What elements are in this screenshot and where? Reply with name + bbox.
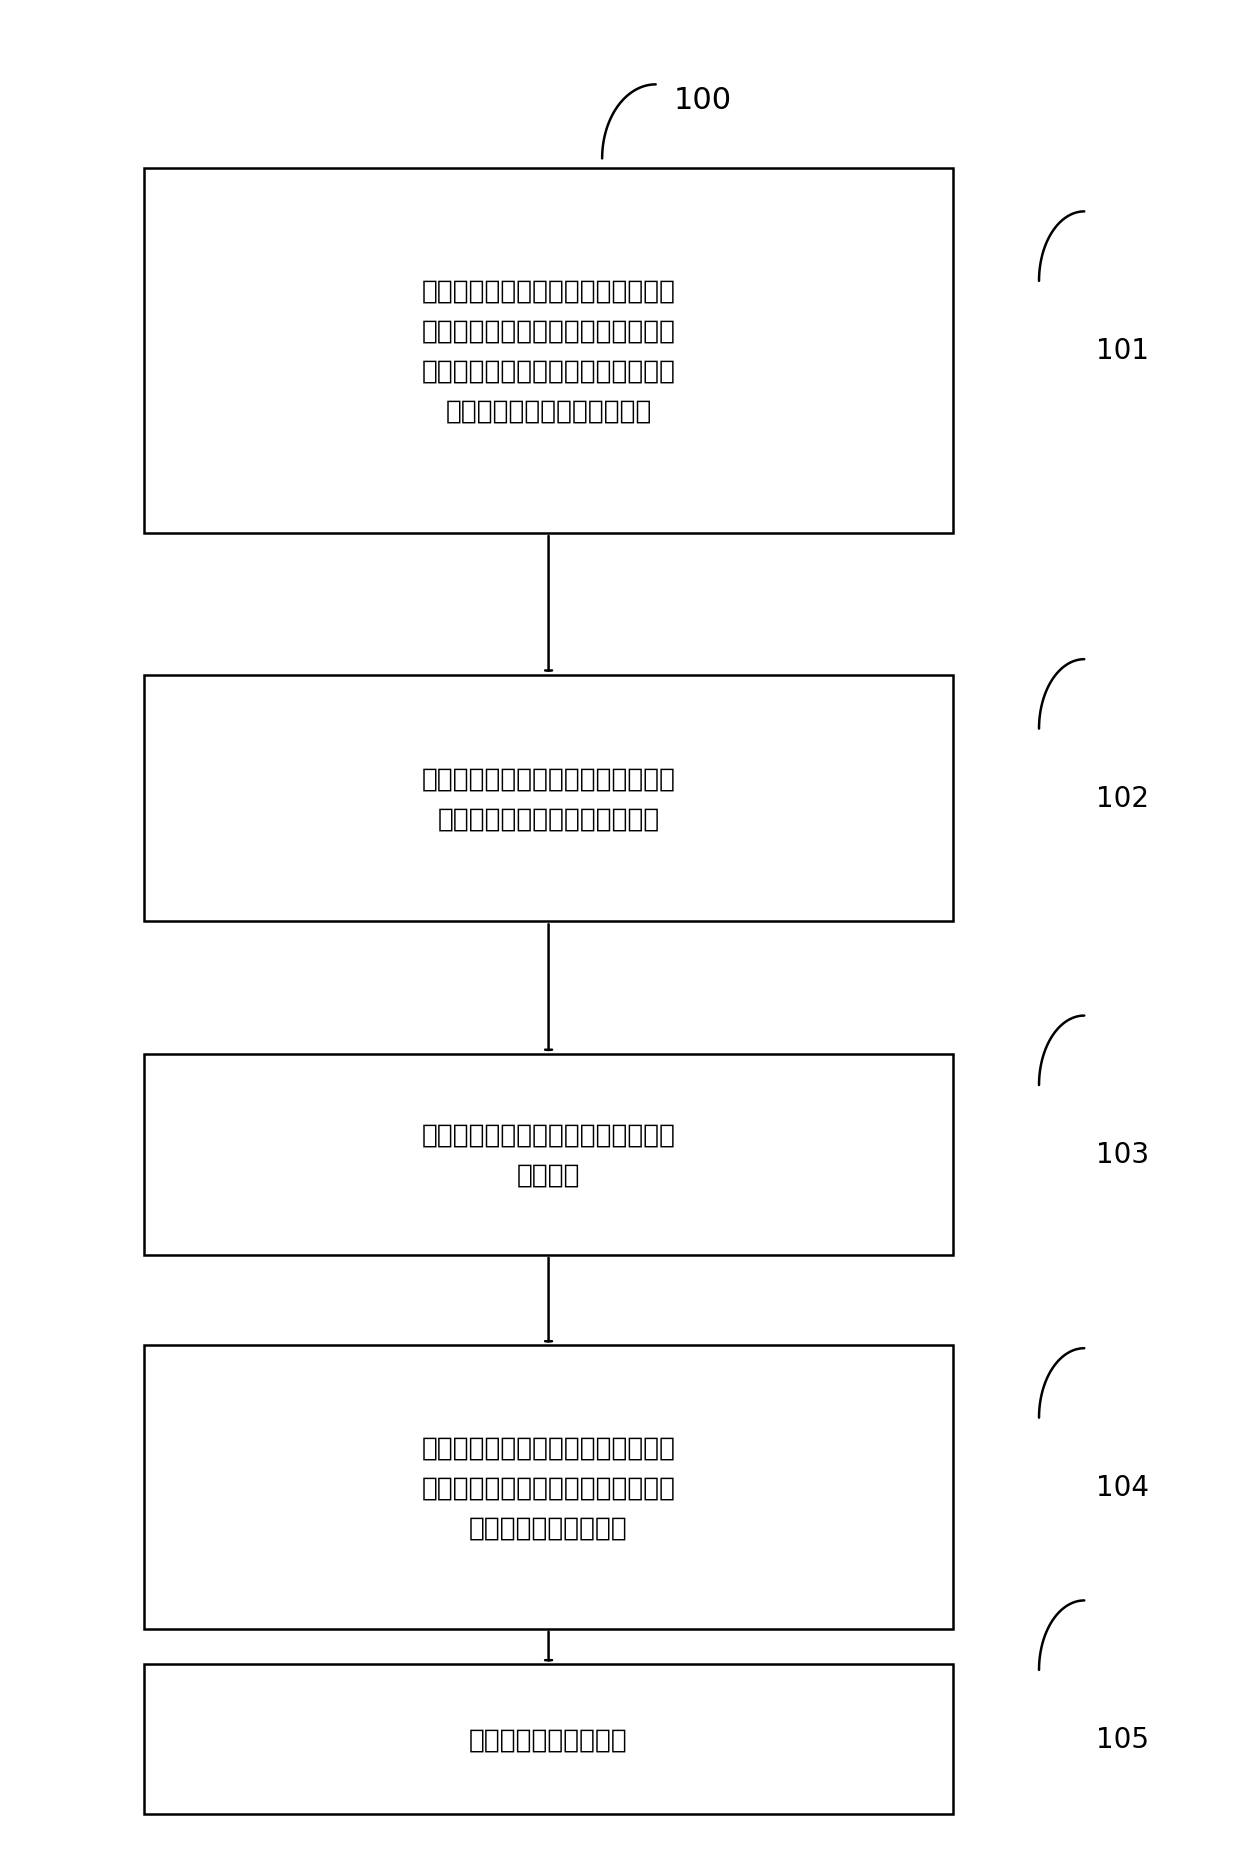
- Bar: [144, 168, 954, 533]
- Text: 基于被修改层新插入的冗余金属与下
层或上层的原有冗余金属的重叠部分
插入新的冗余金属穿孔: 基于被修改层新插入的冗余金属与下 层或上层的原有冗余金属的重叠部分 插入新的冗余…: [422, 1435, 676, 1540]
- Text: 100: 100: [673, 86, 732, 116]
- Text: 101: 101: [1096, 337, 1149, 365]
- Text: 105: 105: [1096, 1726, 1149, 1754]
- Text: 104: 104: [1096, 1473, 1149, 1501]
- Bar: [144, 1665, 954, 1814]
- Text: 102: 102: [1096, 785, 1149, 813]
- Text: 在第二芯片版图的更新区域重新插入
冗余金属: 在第二芯片版图的更新区域重新插入 冗余金属: [422, 1122, 676, 1187]
- Bar: [144, 1055, 954, 1254]
- Bar: [144, 1346, 954, 1629]
- Text: 将第一完整芯片版图中违反设计规则
的冗余去除，形成第二芯片版图: 将第一完整芯片版图中违反设计规则 的冗余去除，形成第二芯片版图: [422, 766, 676, 831]
- Text: 103: 103: [1096, 1141, 1149, 1169]
- Text: 将修改后的芯片设计的版图与用于修
改前的芯片的冗余填充的版图合并以
生成第一完整芯片版图，并对第一完
整芯片版图进行设计规则检查: 将修改后的芯片设计的版图与用于修 改前的芯片的冗余填充的版图合并以 生成第一完整…: [422, 278, 676, 425]
- Text: 再次进行设计规则检查: 再次进行设计规则检查: [469, 1726, 627, 1752]
- Bar: [144, 675, 954, 923]
